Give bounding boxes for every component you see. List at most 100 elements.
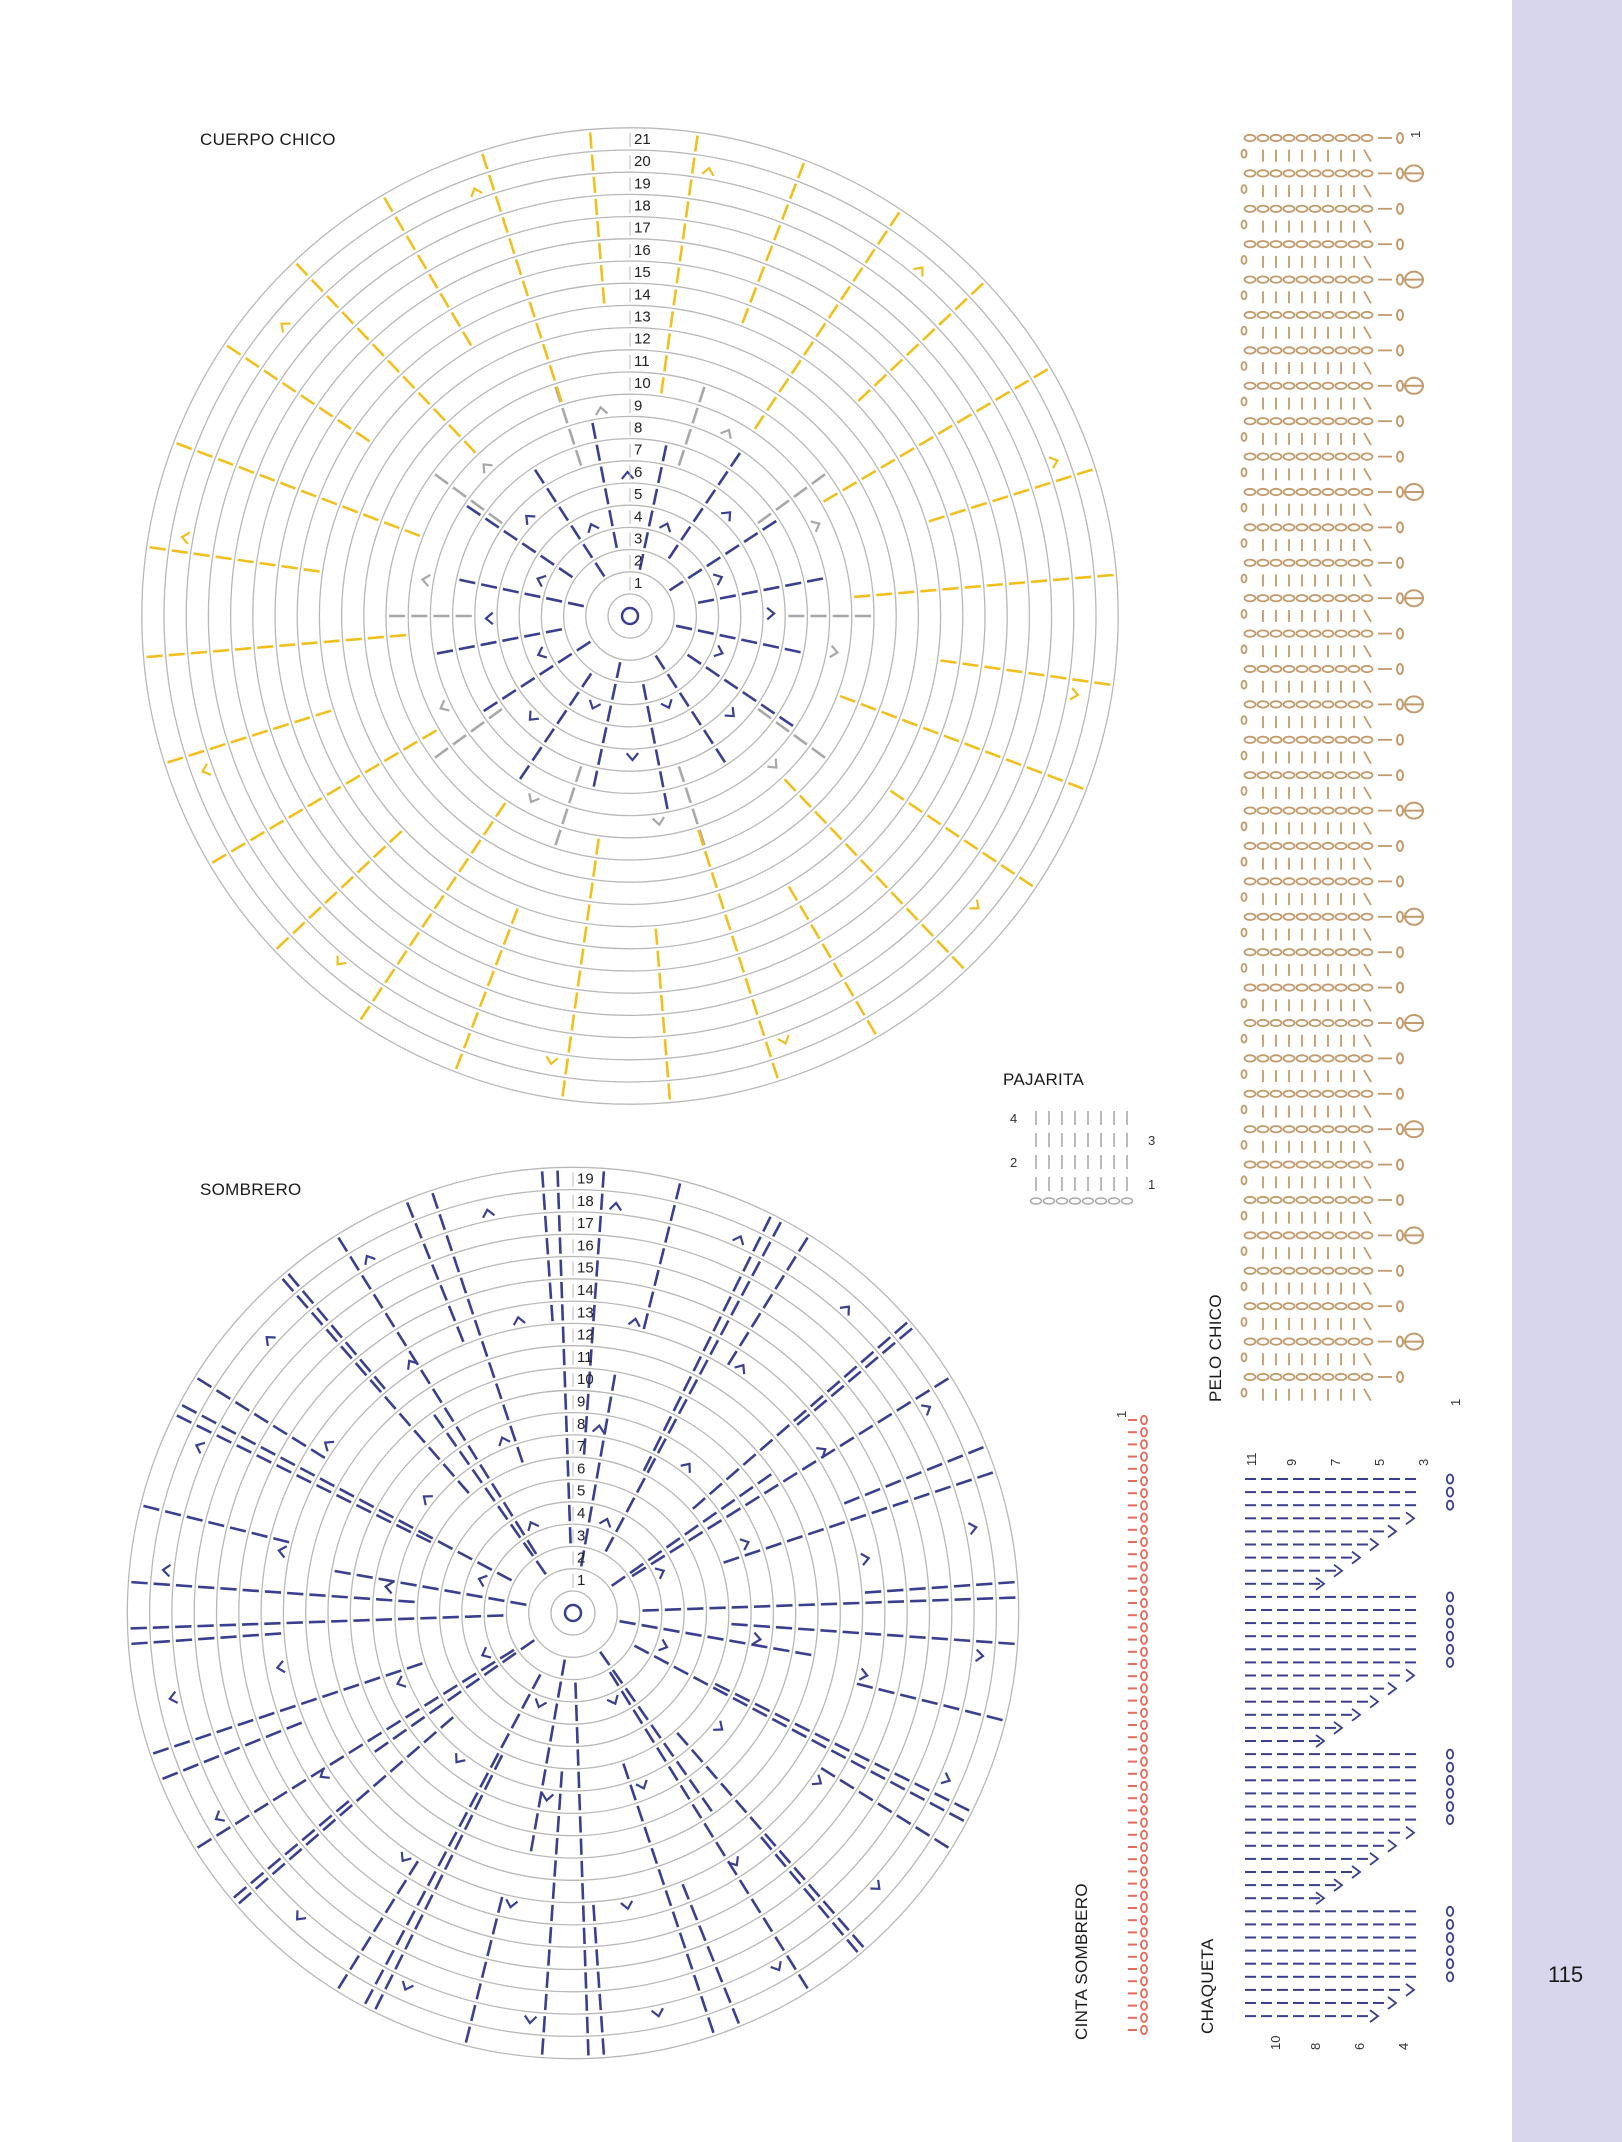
round-number: 4 — [634, 508, 642, 525]
stitch-mark — [954, 297, 968, 311]
stitch-mark — [595, 838, 601, 855]
stitch-mark — [326, 294, 340, 309]
stitch-mark — [587, 1371, 592, 1388]
stitch-mark — [434, 473, 449, 485]
chain-stitch — [1321, 204, 1335, 213]
chain-stitch — [1295, 523, 1309, 532]
turning-chain — [1240, 856, 1248, 867]
chain-stitch — [1243, 1302, 1257, 1311]
turning-chain — [1445, 1499, 1455, 1511]
stitch-mark — [286, 1621, 303, 1625]
stitch-mark — [561, 407, 569, 424]
round-number: 12 — [577, 1327, 594, 1344]
stitch-mark — [545, 627, 563, 634]
stitch-mark — [934, 1792, 950, 1802]
stitch-mark — [455, 1425, 467, 1442]
chain-stitch — [1282, 1231, 1296, 1240]
stitch-mark — [1072, 677, 1089, 683]
stitch-mark — [608, 509, 614, 527]
stitch-mark — [892, 1499, 909, 1508]
stitch-mark — [404, 528, 421, 538]
decrease-mark — [1387, 1681, 1398, 1696]
stitch-mark — [373, 1375, 386, 1390]
stitch-mark — [503, 529, 518, 542]
decrease-mark — [1405, 1668, 1416, 1683]
stitch-mark — [593, 1282, 598, 1299]
stitch-mark — [489, 1752, 500, 1769]
stitch-mark — [549, 1725, 555, 1742]
stitch-mark — [697, 829, 705, 846]
chain-stitch — [1282, 700, 1296, 709]
chain-stitch — [1243, 523, 1257, 532]
stitch-mark — [1026, 765, 1043, 775]
stitch-mark — [464, 2026, 472, 2043]
chain-stitch — [1308, 1337, 1322, 1346]
stitch-mark — [703, 1822, 715, 1838]
turning-chain — [1240, 750, 1248, 761]
stitch-mark — [307, 796, 323, 808]
round-ring — [451, 437, 809, 795]
stitch-mark — [675, 267, 681, 284]
stitch-mark — [757, 1473, 772, 1485]
increase-mark — [214, 1810, 226, 1822]
stitch-mark — [908, 802, 924, 814]
stitch-mark — [599, 1651, 611, 1666]
stitch-mark — [921, 1698, 938, 1706]
chain-stitch — [1321, 452, 1335, 461]
stitch-mark — [196, 1424, 212, 1434]
stitch-mark — [364, 1988, 374, 2005]
stitch-mark — [976, 1639, 993, 1644]
chain-stitch — [1360, 877, 1374, 886]
stitch-mark — [444, 1589, 461, 1595]
stitch-mark — [345, 637, 362, 642]
stitch-mark — [499, 1648, 515, 1660]
chain-stitch — [1334, 629, 1348, 638]
stitch-mark — [762, 1216, 772, 1232]
round-number: 9 — [577, 1393, 585, 1410]
stitch-mark — [880, 458, 896, 469]
stitch-mark — [822, 492, 839, 503]
stitch-mark — [480, 640, 497, 647]
stitch-mark — [413, 1429, 426, 1444]
turning-chain — [1240, 609, 1248, 619]
stitch-mark — [423, 1696, 440, 1707]
chain-stitch — [1360, 452, 1374, 461]
chain-stitch — [1308, 983, 1322, 992]
stitch-mark — [331, 1619, 348, 1623]
stitch-mark — [864, 1487, 881, 1497]
turning-chain — [1445, 1748, 1455, 1760]
chain-stitch — [1140, 1756, 1148, 1767]
stitch-mark — [861, 469, 877, 481]
decrease-mark — [1351, 1550, 1362, 1565]
slant-stitch — [1363, 1034, 1372, 1048]
stitch-mark — [389, 1760, 404, 1773]
stitch-mark — [792, 1409, 807, 1423]
chain-stitch — [1140, 1732, 1148, 1743]
stitch-mark — [929, 1801, 945, 1812]
round-ring — [318, 304, 942, 928]
chain-stitch — [1308, 629, 1322, 638]
stitch-mark — [887, 1633, 904, 1638]
stitch-mark — [291, 1778, 307, 1790]
chain-stitch — [1282, 948, 1296, 957]
round-ring — [282, 1322, 864, 1904]
chain-stitch — [1295, 452, 1309, 461]
stitch-mark — [568, 787, 576, 804]
chain-stitch — [1334, 1125, 1348, 1134]
stitch-mark — [998, 1580, 1015, 1585]
chain-stitch — [1321, 1054, 1335, 1063]
stitch-mark — [152, 1625, 170, 1629]
chain-stitch — [1140, 1634, 1148, 1645]
round-number: 6 — [634, 464, 642, 481]
stitch-mark — [661, 1016, 666, 1034]
slant-stitch — [1363, 326, 1372, 340]
round-ring — [274, 260, 986, 972]
stitch-mark — [254, 1877, 269, 1890]
stitch-mark — [396, 1331, 408, 1347]
stitch-mark — [778, 1849, 792, 1864]
stitch-mark — [542, 1193, 547, 1210]
round-ring — [562, 548, 698, 684]
chain-stitch — [1360, 381, 1374, 390]
stitch-mark — [860, 1350, 875, 1364]
stitch-mark — [663, 355, 668, 372]
